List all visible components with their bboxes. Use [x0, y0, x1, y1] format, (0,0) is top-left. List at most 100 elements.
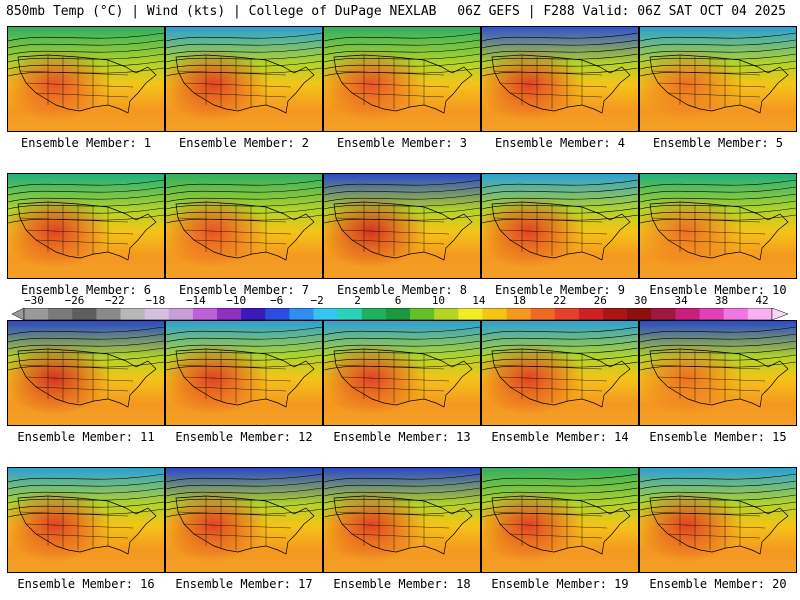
colorbar-tick-label: 34: [674, 294, 688, 307]
colorbar-swatch: [699, 308, 725, 320]
map-panel: [7, 26, 165, 132]
colorbar-swatch: [506, 308, 532, 320]
temperature-map: [482, 321, 638, 425]
temperature-map: [166, 468, 322, 572]
colorbar-swatch: [96, 308, 122, 320]
colorbar-tick-label: 18: [512, 294, 526, 307]
panel-caption: Ensemble Member: 10: [649, 283, 787, 297]
colorbar-swatch: [458, 308, 483, 320]
panel-caption: Ensemble Member: 8: [336, 283, 468, 297]
colorbar-tick-label: −14: [185, 294, 206, 307]
map-panel: [165, 467, 323, 573]
colorbar-swatch: [747, 308, 773, 320]
temperature-map: [482, 468, 638, 572]
colorbar-tick-label: 6: [394, 294, 402, 307]
panel-caption: Ensemble Member: 9: [494, 283, 626, 297]
temperature-map: [8, 27, 164, 131]
map-panel: [481, 320, 639, 426]
panel-caption: Ensemble Member: 19: [491, 577, 629, 591]
temperature-map: [324, 174, 480, 278]
colorbar-swatch: [434, 308, 459, 320]
panel-caption: Ensemble Member: 17: [175, 577, 313, 591]
temperature-map: [482, 174, 638, 278]
temperature-map: [324, 321, 480, 425]
map-panel: [639, 173, 797, 279]
colorbar-swatch: [144, 308, 170, 320]
map-panel: [639, 320, 797, 426]
colorbar-tick-label: 42: [755, 294, 769, 307]
temperature-map: [324, 468, 480, 572]
map-panel: [165, 320, 323, 426]
colorbar-swatch: [120, 308, 146, 320]
colorbar-swatch: [337, 308, 363, 320]
temperature-colorbar: −30 −26 −22 −18 −14 −10 −6 −2 2 6 10 14 18 22 26 30 34 38…: [12, 294, 788, 320]
colorbar-tick-label: −18: [145, 294, 166, 307]
map-panel: [639, 26, 797, 132]
map-panel: [323, 320, 481, 426]
colorbar-swatch: [385, 308, 411, 320]
temperature-map: [166, 27, 322, 131]
map-panel: [481, 467, 639, 573]
colorbar-tick-label: 22: [553, 294, 567, 307]
colorbar-swatch: [578, 308, 604, 320]
map-panel: [323, 173, 481, 279]
temperature-map: [8, 321, 164, 425]
colorbar-swatch: [482, 308, 508, 320]
temperature-map: [8, 468, 164, 572]
temperature-map: [166, 174, 322, 278]
colorbar-swatch: [627, 308, 652, 320]
panel-caption: Ensemble Member: 20: [649, 577, 787, 591]
colorbar-swatch: [723, 308, 749, 320]
colorbar-swatch: [265, 308, 290, 320]
colorbar-swatch: [410, 308, 435, 320]
colorbar-tick-label: −2: [310, 294, 324, 307]
panel-caption: Ensemble Member: 4: [494, 136, 626, 150]
colorbar-tick-label: −22: [104, 294, 125, 307]
header: 850mb Temp (°C) | Wind (kts) | College o…: [0, 0, 800, 24]
panel-caption: Ensemble Member: 14: [491, 430, 629, 444]
map-panel: [639, 467, 797, 573]
colorbar-swatch: [361, 308, 387, 320]
panel-caption: Ensemble Member: 2: [178, 136, 310, 150]
panel-caption: Ensemble Member: 11: [17, 430, 155, 444]
colorbar-swatch: [24, 308, 49, 320]
panel-caption: Ensemble Member: 3: [336, 136, 468, 150]
colorbar-tick-label: 2: [354, 294, 361, 307]
colorbar-swatch: [192, 308, 218, 320]
panel-caption: Ensemble Member: 5: [652, 136, 784, 150]
colorbar-swatch: [48, 308, 73, 320]
map-panel: [481, 173, 639, 279]
colorbar-ticks: −30 −26 −22 −18 −14 −10 −6 −2 2 6 10 14 18 22 26 30 34 38…: [12, 294, 788, 308]
panel-caption: Ensemble Member: 13: [333, 430, 471, 444]
map-panel: [165, 26, 323, 132]
product-title: 850mb Temp (°C) | Wind (kts) | College o…: [6, 4, 437, 19]
map-panel: [7, 173, 165, 279]
panel-caption: Ensemble Member: 15: [649, 430, 787, 444]
temperature-map: [640, 27, 796, 131]
colorbar-scale: [12, 308, 788, 320]
map-panel: [7, 320, 165, 426]
map-panel: [323, 26, 481, 132]
map-panel: [323, 467, 481, 573]
temperature-map: [166, 321, 322, 425]
panel-caption: Ensemble Member: 6: [20, 283, 152, 297]
temperature-map: [640, 321, 796, 425]
colorbar-swatch: [217, 308, 242, 320]
colorbar-tick-label: 26: [593, 294, 607, 307]
colorbar-tick-label: −30: [24, 294, 44, 307]
panel-caption: Ensemble Member: 1: [20, 136, 152, 150]
colorbar-swatch: [554, 308, 580, 320]
colorbar-swatch: [241, 308, 266, 320]
colorbar-swatch: [603, 308, 628, 320]
colorbar-swatch: [675, 308, 701, 320]
panel-caption: Ensemble Member: 12: [175, 430, 313, 444]
temperature-map: [324, 27, 480, 131]
colorbar-tick-label: 10: [431, 294, 446, 307]
panel-caption: Ensemble Member: 18: [333, 577, 471, 591]
colorbar-tick-label: 30: [634, 294, 648, 307]
colorbar-swatch: [168, 308, 194, 320]
colorbar-tick-label: −10: [226, 294, 247, 307]
colorbar-tick-label: −6: [270, 294, 284, 307]
colorbar-swatch: [72, 308, 97, 320]
temperature-map: [640, 174, 796, 278]
